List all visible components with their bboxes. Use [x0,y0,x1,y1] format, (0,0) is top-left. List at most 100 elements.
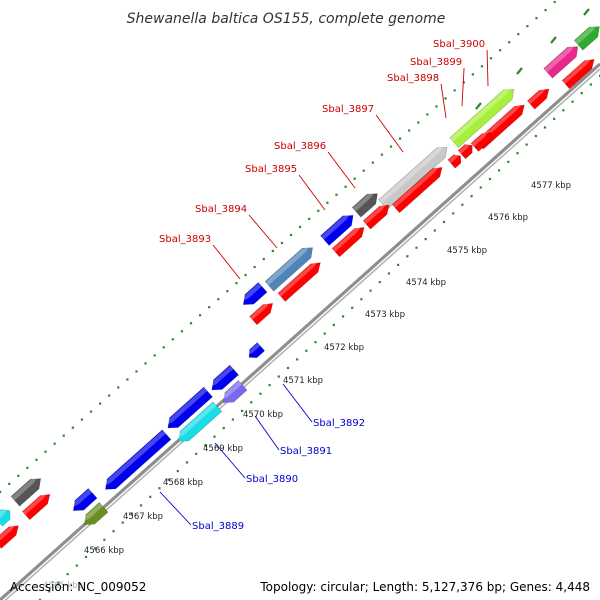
upper-tick-dot [426,113,429,116]
upper-tick-dot [44,450,47,453]
lower-tick-dot [149,495,152,498]
cds-red[interactable] [470,129,495,152]
lower-tick-dot [84,555,88,559]
gene-leader-line [298,174,326,211]
cds-red[interactable] [447,152,464,169]
gene-sbal-3898[interactable] [449,85,518,148]
reverse-gene-label[interactable]: Sbal_3889 [192,521,244,532]
forward-gene-label[interactable]: Sbal_3896 [274,141,326,152]
major-tick [475,102,482,110]
lower-tick-dot [580,91,583,95]
gene-leader-line [486,49,489,87]
upper-tick-dot [8,482,11,485]
kbp-tick-label: 4572 kbp [324,343,364,353]
upper-tick-dot [526,25,529,28]
gene-leader-line [248,214,278,249]
gene-blue-a[interactable] [239,282,268,309]
gene-gray-left[interactable] [10,474,45,507]
lower-tick-dot [332,323,335,327]
lower-tick-dot [571,100,574,103]
upper-tick-dot [399,137,402,140]
cds-red[interactable] [561,55,598,90]
lower-tick-dot [259,392,262,395]
forward-gene-label[interactable]: Sbal_3893 [159,234,211,245]
gene-leader-line [327,151,356,189]
lower-tick-dot [452,212,455,215]
gene-sbal-3900[interactable] [543,42,582,79]
gene-sbal-3897[interactable] [378,143,452,210]
lower-tick-dot [66,573,69,576]
cds-red[interactable] [457,141,476,160]
upper-tick-dot [62,434,65,437]
lower-tick-dot [204,444,207,447]
cds-red[interactable] [526,85,552,110]
gene-green[interactable] [573,22,600,51]
cds-red[interactable] [249,299,277,326]
reverse-gene-label[interactable]: Sbal_3892 [313,418,365,429]
lower-tick-dot [378,280,381,284]
upper-tick-dot [308,217,311,220]
forward-gene-label[interactable]: Sbal_3898 [387,73,439,84]
gene-sbal-3889[interactable] [80,502,109,529]
gene-sbal-3893[interactable] [264,243,317,292]
upper-tick-dot [417,121,420,124]
lower-tick-dot [461,203,464,206]
reverse-gene-label[interactable]: Sbal_3890 [246,474,298,485]
cds-red[interactable] [21,490,53,521]
upper-tick-dot [462,81,465,84]
gene-cyan-left[interactable] [0,506,14,527]
upper-tick-dot [253,265,256,269]
upper-tick-dot [326,201,329,204]
kbp-tick-label: 4575 kbp [447,246,487,256]
lower-tick-dot [525,143,528,146]
upper-tick-dot [435,105,438,108]
lower-tick-dot [185,461,189,464]
kbp-tick-label: 4571 kbp [283,376,323,386]
forward-gene-label[interactable]: Sbal_3900 [433,39,485,50]
cds-red[interactable] [277,259,324,302]
cds-red[interactable] [391,163,446,214]
lower-tick-dot [562,109,565,112]
lower-tick-dot [296,358,299,361]
gene-sbal-3895[interactable] [351,189,382,218]
cds-red[interactable] [362,201,393,230]
gene-leader-line [440,83,447,119]
lower-tick-dot [498,169,501,172]
reverse-gene-label[interactable]: Sbal_3891 [280,446,332,457]
lower-tick-dot [341,315,345,318]
forward-gene-label[interactable]: Sbal_3897 [322,104,374,115]
gene-leader-line [212,244,241,280]
upper-tick-dot [289,233,293,237]
gene-leader-line [461,67,465,107]
gene-blue-c[interactable] [164,386,213,433]
gene-blue-b[interactable] [207,364,239,395]
gene-sbal-3892[interactable] [245,342,266,362]
lower-tick-dot [360,298,363,301]
upper-tick-dot [244,273,247,277]
upper-tick-dot [217,298,220,301]
lower-tick-dot [442,220,446,224]
gene-sbal-3891[interactable] [219,380,248,407]
map-title: Shewanella baltica OS155, complete genom… [127,11,446,27]
gene-leader-line [375,114,404,153]
forward-gene-label[interactable]: Sbal_3895 [245,164,297,175]
kbp-labels: 4577 kbp 4576 kbp 4575 kbp 4574 kbp 4573 kbp… [43,181,571,591]
lower-tick-dot [94,547,97,550]
upper-tick-dot [80,418,84,421]
cds-red[interactable] [0,522,22,549]
forward-gene-label[interactable]: Sbal_3899 [410,57,462,68]
upper-tick-dot [108,394,111,397]
cds-red[interactable] [331,223,368,258]
gene-leader-line [282,383,313,423]
lower-tick-dot [286,366,290,370]
gene-blue-d[interactable] [101,429,172,494]
gene-blue-e[interactable] [69,488,98,515]
forward-gene-label[interactable]: Sbal_3894 [195,204,247,215]
upper-tick-dot [335,193,338,196]
gene-sbal-3890[interactable] [174,401,223,446]
upper-tick-dot [17,474,20,477]
gene-sbal-3894[interactable] [320,210,358,246]
